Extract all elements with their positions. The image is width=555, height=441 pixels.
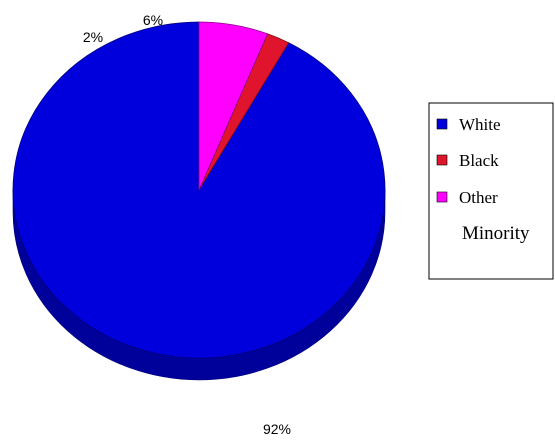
legend-swatch-white [436,118,448,130]
data-label-black: 2% [83,29,103,45]
legend: White Black Other Minority [428,102,554,280]
legend-box [428,102,554,280]
data-label-white: 92% [263,421,291,437]
pie-layer [12,21,386,381]
data-label-other-minority: 6% [143,12,163,28]
legend-label-white: White [459,115,501,134]
legend-label-minority: Minority [462,223,530,244]
legend-swatch-black [436,154,448,166]
data-labels: 92% 2% 6% [83,12,291,437]
pie-slice-other-minority [198,21,269,191]
legend-label-black: Black [459,151,499,170]
legend-label-other: Other [459,188,498,207]
legend-swatch-other-minority [436,191,448,203]
